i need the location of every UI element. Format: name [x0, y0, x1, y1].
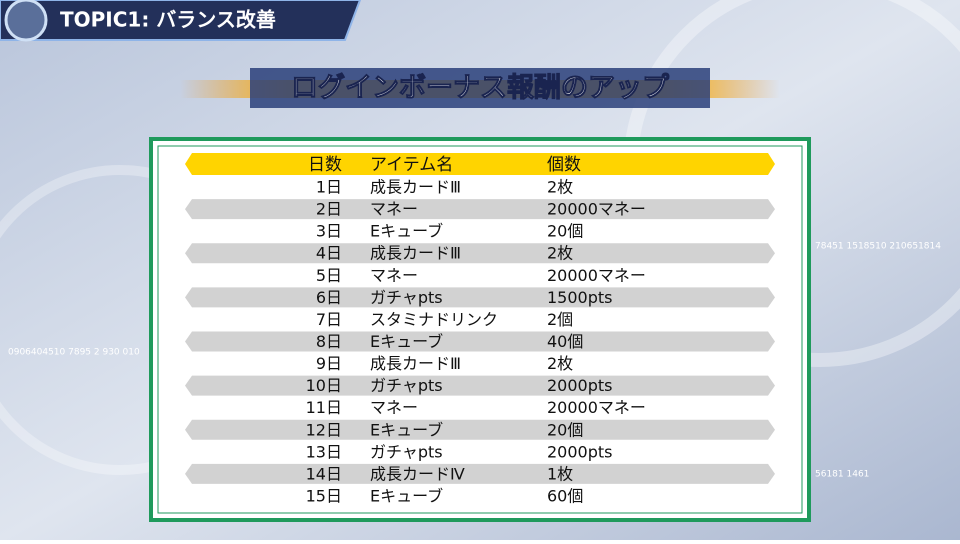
cell: ガチャpts — [370, 442, 443, 461]
cell: 40個 — [547, 332, 583, 351]
row-band — [185, 375, 775, 396]
column-header: 個数 — [547, 155, 581, 175]
topic-label: TOPIC1: バランス改善 — [60, 8, 276, 32]
cell: 6日 — [316, 288, 342, 307]
cell: 1500pts — [547, 288, 612, 307]
cell: Eキューブ — [370, 420, 443, 439]
cell: 4日 — [316, 244, 342, 263]
cell: マネー — [370, 200, 418, 219]
cell: 成長カードⅣ — [370, 464, 465, 483]
cell: 60個 — [547, 486, 583, 505]
row-band — [185, 331, 775, 352]
cell: 15日 — [306, 486, 342, 505]
cell: 2個 — [547, 310, 573, 329]
cell: 20個 — [547, 420, 583, 439]
cell: Eキューブ — [370, 486, 443, 505]
column-header: 日数 — [308, 155, 342, 175]
cell: 10日 — [306, 376, 342, 395]
title-plate — [250, 68, 710, 108]
cell: 2枚 — [547, 244, 573, 263]
cell: Eキューブ — [370, 222, 443, 241]
cell: 7日 — [316, 310, 342, 329]
title: ログインボーナス報酬のアップ — [291, 72, 670, 104]
cell: ガチャpts — [370, 288, 443, 307]
cell: 13日 — [306, 442, 342, 461]
table-inner-border — [157, 145, 803, 514]
cell: 12日 — [306, 420, 342, 439]
cell: マネー — [370, 266, 418, 285]
row-band — [185, 199, 775, 220]
row-band — [185, 243, 775, 264]
column-header: アイテム名 — [370, 155, 453, 175]
row-band — [185, 419, 775, 440]
row-band — [185, 287, 775, 308]
cell: 9日 — [316, 354, 342, 373]
cell: 20000マネー — [547, 266, 646, 285]
cell: ガチャpts — [370, 376, 443, 395]
cell: 2日 — [316, 200, 342, 219]
table-panel — [149, 137, 811, 522]
decor-text: 0906404510 7895 2 930 010 — [8, 348, 140, 358]
cell: 20個 — [547, 222, 583, 241]
cell: 2000pts — [547, 442, 612, 461]
cell: 成長カードⅢ — [370, 244, 461, 263]
cell: 3日 — [316, 222, 342, 241]
cell: 1枚 — [547, 464, 573, 483]
cell: 8日 — [316, 332, 342, 351]
decor-text: 78451 1518510 210651814 — [815, 242, 941, 252]
cell: 成長カードⅢ — [370, 178, 461, 197]
table-header-band — [185, 153, 775, 175]
topic-icon — [4, 0, 48, 42]
cell: 2000pts — [547, 376, 612, 395]
cell: Eキューブ — [370, 332, 443, 351]
cell: 成長カードⅢ — [370, 354, 461, 373]
cell: 2枚 — [547, 178, 573, 197]
cell: スタミナドリンク — [370, 310, 498, 329]
cell: 2枚 — [547, 354, 573, 373]
cell: 1日 — [316, 178, 342, 197]
topic-badge — [0, 0, 362, 41]
cell: 14日 — [306, 464, 342, 483]
decor-text: 56181 1461 — [815, 470, 869, 480]
cell: 11日 — [306, 398, 342, 417]
cell: 5日 — [316, 266, 342, 285]
cell: 20000マネー — [547, 200, 646, 219]
row-band — [185, 463, 775, 484]
cell: マネー — [370, 398, 418, 417]
cell: 20000マネー — [547, 398, 646, 417]
